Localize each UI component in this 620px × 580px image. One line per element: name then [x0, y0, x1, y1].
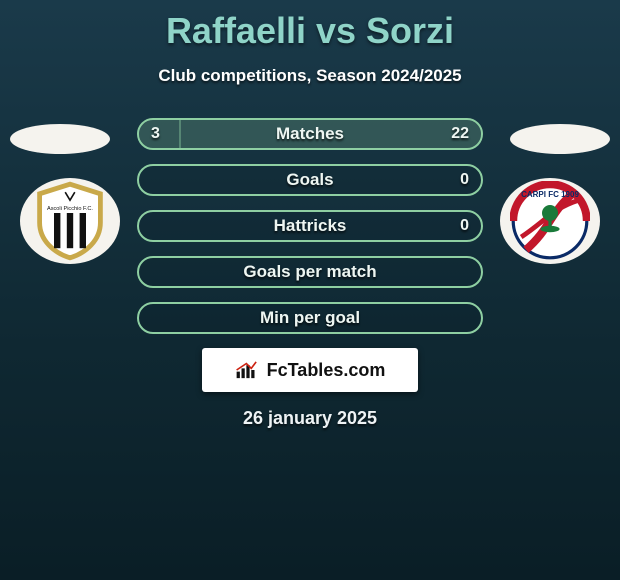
page-title: Raffaelli vs Sorzi [0, 0, 620, 52]
brand-label: FcTables.com [267, 360, 386, 381]
club-badge-right: CARPI FC 1909 [500, 178, 600, 264]
svg-text:Ascoli Picchio F.C.: Ascoli Picchio F.C. [47, 206, 93, 212]
stat-bar: Goals per match [137, 256, 483, 288]
stat-bar: Goals0 [137, 164, 483, 196]
stat-bar: Min per goal [137, 302, 483, 334]
stat-bar: Matches3 22 [137, 118, 483, 150]
stat-value-right: 22 [451, 120, 469, 148]
stat-value-right: 0 [460, 166, 469, 194]
stat-value-left: 3 [151, 120, 160, 148]
player-left-headshot [10, 124, 110, 154]
stat-value-right: 0 [460, 212, 469, 240]
stat-label: Matches [139, 120, 481, 148]
player-right-headshot [510, 124, 610, 154]
svg-text:CARPI FC 1909: CARPI FC 1909 [521, 190, 579, 199]
club-badge-left: Ascoli Picchio F.C. [20, 178, 120, 264]
subtitle: Club competitions, Season 2024/2025 [0, 66, 620, 86]
stat-label: Goals per match [139, 258, 481, 286]
stat-bar: Hattricks0 [137, 210, 483, 242]
date-label: 26 january 2025 [0, 408, 620, 429]
carpi-crest-icon: CARPI FC 1909 [510, 181, 590, 261]
stat-label: Goals [139, 166, 481, 194]
brand-badge: FcTables.com [202, 348, 418, 392]
stat-label: Hattricks [139, 212, 481, 240]
fctables-logo-icon [235, 359, 261, 381]
stat-bars: Matches322Goals0Hattricks0Goals per matc… [137, 118, 483, 334]
ascoli-crest-icon: Ascoli Picchio F.C. [30, 181, 110, 261]
stat-label: Min per goal [139, 304, 481, 332]
